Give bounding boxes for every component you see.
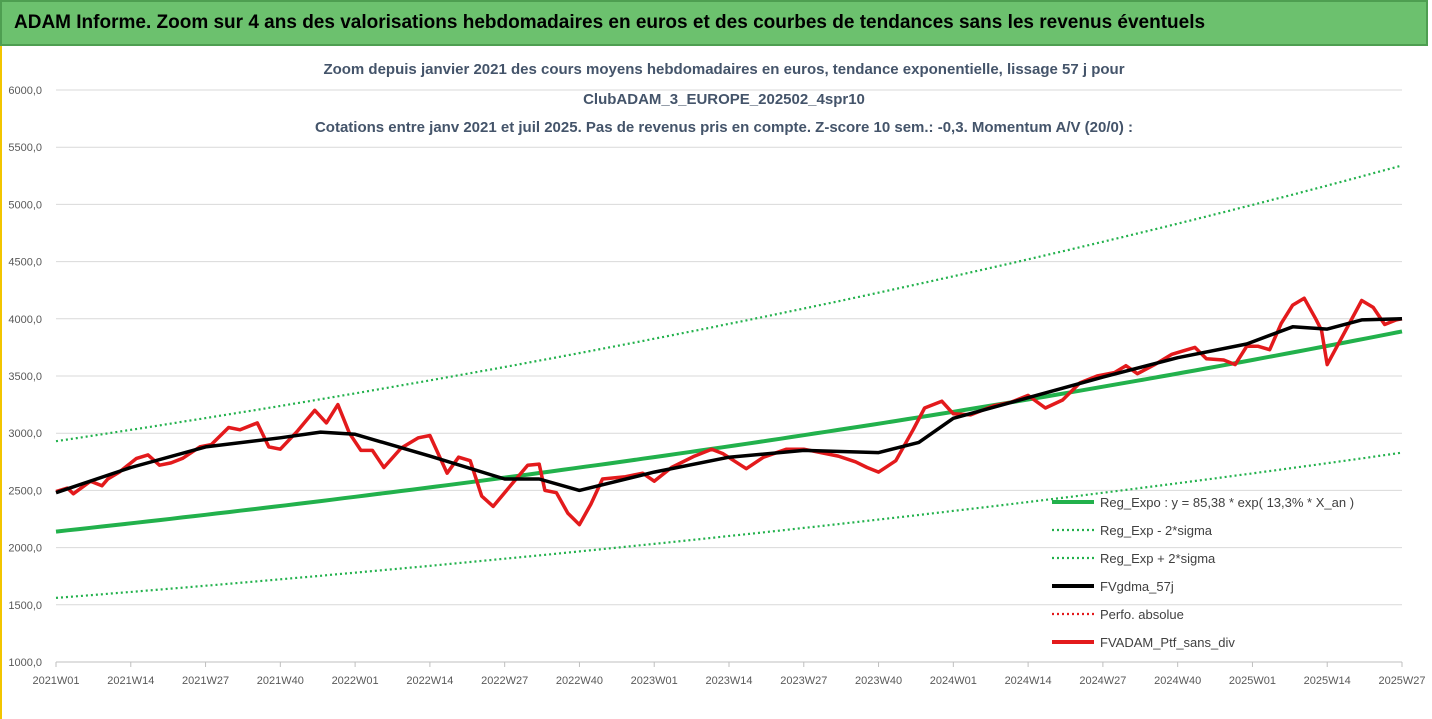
y-tick-label: 1500,0	[8, 600, 42, 612]
chart-legend: Reg_Expo : y = 85,38 * exp( 13,3% * X_an…	[1052, 495, 1354, 650]
chart-frame: Zoom depuis janvier 2021 des cours moyen…	[0, 46, 1432, 719]
chart-title: Zoom depuis janvier 2021 des cours moyen…	[315, 61, 1133, 136]
x-tick-label: 2025W14	[1304, 675, 1351, 687]
x-axis-ticks: 2021W01 2021W14 2021W27 2021W40 2022W01 2022W…	[32, 662, 1426, 687]
y-tick-label: 3500,0	[8, 371, 42, 383]
series-reg-exp-minus-2sigma	[55, 451, 1403, 599]
x-tick-label: 2021W27	[182, 675, 229, 687]
x-tick-label: 2024W01	[930, 675, 977, 687]
x-tick-label: 2023W14	[705, 675, 752, 687]
x-tick-label: 2022W14	[406, 675, 453, 687]
y-axis-ticks: 1000,0 1500,0 2000,0 2500,0 3000,0 3500,0 4000…	[8, 85, 42, 669]
y-tick-label: 6000,0	[8, 85, 42, 97]
y-tick-label: 1000,0	[8, 657, 42, 669]
legend-label: Perfo. absolue	[1100, 607, 1184, 622]
x-tick-label: 2021W01	[32, 675, 79, 687]
legend-label: Reg_Exp + 2*sigma	[1100, 551, 1216, 566]
x-tick-label: 2023W01	[631, 675, 678, 687]
legend-label: Reg_Exp - 2*sigma	[1100, 523, 1213, 538]
series-reg-expo	[55, 329, 1403, 534]
x-tick-label: 2025W01	[1229, 675, 1276, 687]
x-tick-label: 2022W27	[481, 675, 528, 687]
chart-gridlines	[56, 89, 1402, 663]
report-banner: ADAM Informe. Zoom sur 4 ans des valoris…	[0, 0, 1428, 46]
report-banner-title: ADAM Informe. Zoom sur 4 ans des valoris…	[14, 12, 1206, 33]
y-tick-label: 4500,0	[8, 257, 42, 269]
chart-title-line: ClubADAM_3_EUROPE_202502_4spr10	[583, 91, 865, 108]
y-tick-label: 5000,0	[8, 199, 42, 211]
x-tick-label: 2024W27	[1079, 675, 1126, 687]
chart-title-line: Cotations entre janv 2021 et juil 2025. …	[315, 119, 1133, 136]
x-tick-label: 2023W27	[780, 675, 827, 687]
y-tick-label: 3000,0	[8, 428, 42, 440]
legend-label: FVADAM_Ptf_sans_div	[1100, 635, 1235, 650]
legend-label: FVgdma_57j	[1100, 579, 1174, 594]
x-tick-label: 2024W40	[1154, 675, 1201, 687]
legend-label: Reg_Expo : y = 85,38 * exp( 13,3% * X_an…	[1100, 495, 1354, 510]
chart-title-line: Zoom depuis janvier 2021 des cours moyen…	[323, 61, 1124, 78]
x-tick-label: 2022W01	[332, 675, 379, 687]
series-fvgdma-57j	[55, 317, 1403, 495]
chart-series	[55, 164, 1403, 599]
line-chart: Zoom depuis janvier 2021 des cours moyen…	[8, 61, 1426, 687]
series-reg-exp-plus-2sigma	[55, 164, 1403, 443]
x-tick-label: 2025W27	[1378, 675, 1425, 687]
x-tick-label: 2022W40	[556, 675, 603, 687]
y-tick-label: 5500,0	[8, 142, 42, 154]
y-tick-label: 4000,0	[8, 314, 42, 326]
y-tick-label: 2000,0	[8, 543, 42, 555]
series-fvadam-ptf-sans-div	[55, 296, 1403, 527]
x-tick-label: 2021W14	[107, 675, 154, 687]
y-tick-label: 2500,0	[8, 485, 42, 497]
x-tick-label: 2021W40	[257, 675, 304, 687]
x-tick-label: 2024W14	[1005, 675, 1052, 687]
x-tick-label: 2023W40	[855, 675, 902, 687]
